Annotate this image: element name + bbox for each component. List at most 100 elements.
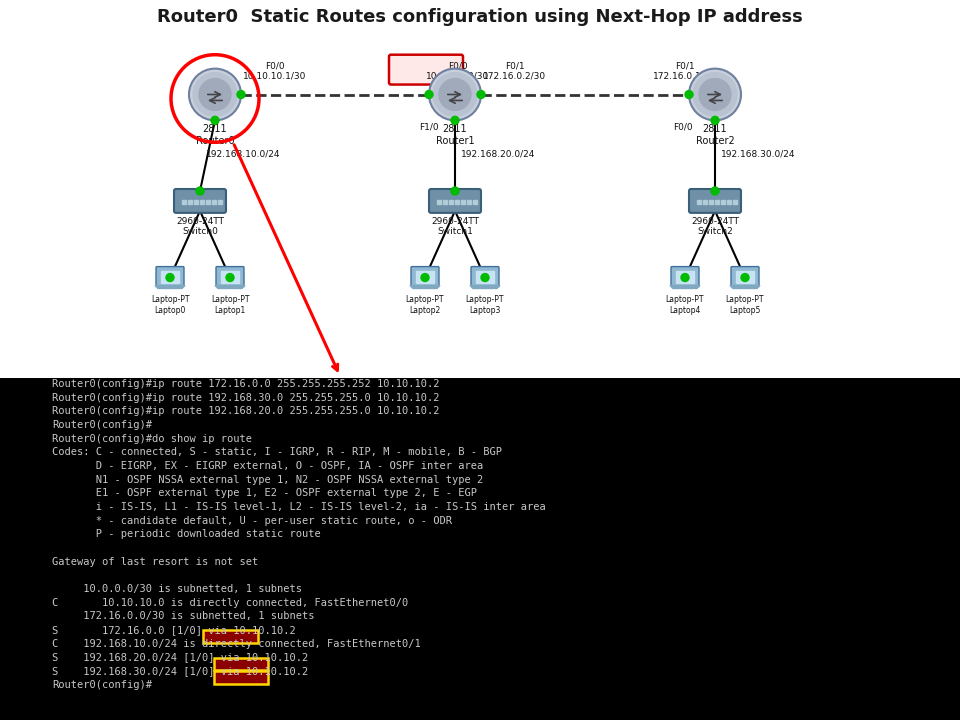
Text: S    192.168.30.0/24 [1/0] via 10.10.10.2: S 192.168.30.0/24 [1/0] via 10.10.10.2 xyxy=(52,666,308,676)
Circle shape xyxy=(429,68,481,120)
Bar xyxy=(161,271,179,282)
Text: D - EIGRP, EX - EIGRP external, O - OSPF, IA - OSPF inter area: D - EIGRP, EX - EIGRP external, O - OSPF… xyxy=(52,461,483,471)
FancyBboxPatch shape xyxy=(156,266,184,287)
Bar xyxy=(715,200,719,204)
Text: S       172.16.0.0 [1/0] via 10.10.10.2: S 172.16.0.0 [1/0] via 10.10.10.2 xyxy=(52,625,296,635)
Circle shape xyxy=(433,73,477,117)
Text: F0/0
10.10.10.2/30: F0/0 10.10.10.2/30 xyxy=(426,61,490,81)
Circle shape xyxy=(477,91,485,99)
FancyBboxPatch shape xyxy=(389,55,463,84)
Circle shape xyxy=(421,274,429,282)
Bar xyxy=(467,200,471,204)
Polygon shape xyxy=(215,286,245,289)
Bar xyxy=(437,200,441,204)
FancyBboxPatch shape xyxy=(411,266,439,287)
Circle shape xyxy=(741,274,749,282)
Circle shape xyxy=(451,117,459,125)
Text: Laptop-PT
Laptop1: Laptop-PT Laptop1 xyxy=(211,295,250,315)
Bar xyxy=(443,200,447,204)
FancyBboxPatch shape xyxy=(214,657,268,670)
Text: Gateway of last resort is not set: Gateway of last resort is not set xyxy=(52,557,258,567)
Text: 192.168.20.0/24: 192.168.20.0/24 xyxy=(461,149,536,158)
Text: F0/0
10.10.10.1/30: F0/0 10.10.10.1/30 xyxy=(243,61,306,81)
FancyBboxPatch shape xyxy=(174,189,226,213)
Text: 2811
Router2: 2811 Router2 xyxy=(696,125,734,146)
FancyBboxPatch shape xyxy=(731,266,759,287)
Text: 192.168.30.0/24: 192.168.30.0/24 xyxy=(721,149,796,158)
Polygon shape xyxy=(410,286,440,289)
Circle shape xyxy=(711,187,719,195)
Circle shape xyxy=(699,78,731,110)
Bar xyxy=(218,200,222,204)
Text: P - periodic downloaded static route: P - periodic downloaded static route xyxy=(52,529,321,539)
Polygon shape xyxy=(155,286,185,289)
Bar xyxy=(697,200,701,204)
FancyBboxPatch shape xyxy=(689,189,741,213)
Bar xyxy=(455,200,459,204)
Text: N1 - OSPF NSSA external type 1, N2 - OSPF NSSA external type 2: N1 - OSPF NSSA external type 1, N2 - OSP… xyxy=(52,474,483,485)
Bar xyxy=(476,271,494,282)
Circle shape xyxy=(439,78,471,110)
Bar xyxy=(188,200,192,204)
Circle shape xyxy=(681,274,689,282)
Text: Router0(config)#ip route 172.16.0.0 255.255.255.252 10.10.10.2: Router0(config)#ip route 172.16.0.0 255.… xyxy=(52,379,440,389)
Text: F1/0: F1/0 xyxy=(420,122,439,131)
Text: Laptop-PT
Laptop4: Laptop-PT Laptop4 xyxy=(665,295,705,315)
Text: Router0(config)#: Router0(config)# xyxy=(52,420,152,430)
FancyBboxPatch shape xyxy=(671,266,699,287)
Bar xyxy=(676,271,694,282)
Circle shape xyxy=(689,68,741,120)
Bar xyxy=(709,200,713,204)
Circle shape xyxy=(199,78,231,110)
Text: i - IS-IS, L1 - IS-IS level-1, L2 - IS-IS level-2, ia - IS-IS inter area: i - IS-IS, L1 - IS-IS level-1, L2 - IS-I… xyxy=(52,502,545,512)
Text: F0/1
172.16.0.1/30: F0/1 172.16.0.1/30 xyxy=(653,61,716,81)
Circle shape xyxy=(711,117,719,125)
Circle shape xyxy=(425,91,433,99)
Bar xyxy=(416,271,434,282)
Bar xyxy=(182,200,186,204)
Text: Router0(config)#ip route 192.168.30.0 255.255.255.0 10.10.10.2: Router0(config)#ip route 192.168.30.0 25… xyxy=(52,392,440,402)
FancyBboxPatch shape xyxy=(429,189,481,213)
Text: Laptop-PT
Laptop3: Laptop-PT Laptop3 xyxy=(466,295,504,315)
FancyBboxPatch shape xyxy=(204,630,257,642)
Circle shape xyxy=(685,91,693,99)
Polygon shape xyxy=(470,286,500,289)
Text: Router0  Static Routes configuration using Next-Hop IP address: Router0 Static Routes configuration usin… xyxy=(157,8,803,26)
Circle shape xyxy=(237,91,245,99)
Circle shape xyxy=(226,274,234,282)
Text: 2811
Router1: 2811 Router1 xyxy=(436,125,474,146)
Bar xyxy=(194,200,198,204)
Bar xyxy=(461,200,465,204)
Text: 172.16.0.0/30 is subnetted, 1 subnets: 172.16.0.0/30 is subnetted, 1 subnets xyxy=(52,611,315,621)
Circle shape xyxy=(189,68,241,120)
Circle shape xyxy=(451,187,459,195)
Circle shape xyxy=(693,73,737,117)
Bar xyxy=(727,200,731,204)
Bar xyxy=(721,200,725,204)
Circle shape xyxy=(481,274,489,282)
Text: 192.168.10.0/24: 192.168.10.0/24 xyxy=(206,149,280,158)
Bar xyxy=(212,200,216,204)
Bar xyxy=(221,271,239,282)
Text: Laptop-PT
Laptop5: Laptop-PT Laptop5 xyxy=(726,295,764,315)
Bar xyxy=(736,271,754,282)
Bar xyxy=(733,200,737,204)
Text: 2960-24TT
Switch1: 2960-24TT Switch1 xyxy=(431,217,479,236)
Text: C       10.10.10.0 is directly connected, FastEthernet0/0: C 10.10.10.0 is directly connected, Fast… xyxy=(52,598,408,608)
Text: * - candidate default, U - per-user static route, o - ODR: * - candidate default, U - per-user stat… xyxy=(52,516,452,526)
FancyBboxPatch shape xyxy=(216,266,244,287)
Circle shape xyxy=(211,117,219,125)
Text: 2960-24TT
Switch2: 2960-24TT Switch2 xyxy=(691,217,739,236)
Text: 2811
Router0: 2811 Router0 xyxy=(196,125,234,146)
Text: F0/0: F0/0 xyxy=(673,122,693,131)
Circle shape xyxy=(166,274,174,282)
Text: F0/1
172.16.0.2/30: F0/1 172.16.0.2/30 xyxy=(483,61,546,81)
FancyBboxPatch shape xyxy=(214,671,268,683)
Bar xyxy=(449,200,453,204)
Polygon shape xyxy=(670,286,700,289)
Text: C    192.168.10.0/24 is directly connected, FastEthernet0/1: C 192.168.10.0/24 is directly connected,… xyxy=(52,639,420,649)
Circle shape xyxy=(196,187,204,195)
Bar xyxy=(200,200,204,204)
Text: Laptop-PT
Laptop0: Laptop-PT Laptop0 xyxy=(151,295,189,315)
Bar xyxy=(703,200,707,204)
